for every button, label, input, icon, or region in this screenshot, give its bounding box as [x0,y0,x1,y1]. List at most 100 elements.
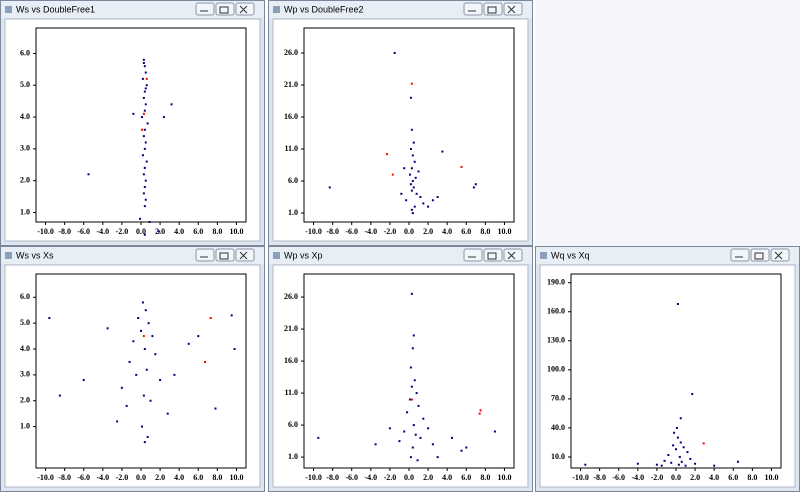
close-button[interactable] [235,2,255,16]
data-point [142,61,145,64]
close-button[interactable] [503,248,523,262]
y-tick-label: 26.0 [284,48,298,57]
data-point [411,446,414,449]
x-tick-label: -4.0 [364,473,377,482]
minimize-button-box[interactable] [463,2,483,16]
data-point [145,160,148,163]
data-point [328,186,331,189]
data-point [151,335,154,338]
x-tick-label: 6.0 [193,227,203,236]
minimize-button[interactable] [463,248,483,262]
y-tick-label: 2.0 [20,175,30,184]
x-tick-label: -4.0 [96,473,109,482]
data-point [436,456,439,459]
minimize-button[interactable] [195,248,215,262]
close-button-box[interactable] [235,2,255,16]
y-tick-label: 11.0 [284,144,298,153]
plot-panel [4,264,261,488]
data-point [143,109,146,112]
data-point [147,322,150,325]
data-point [422,202,425,205]
x-tick-label: 6.0 [461,473,471,482]
data-point [689,457,692,460]
data-point [408,173,411,176]
data-point [691,393,694,396]
data-point [144,103,147,106]
data-point [393,51,396,54]
x-tick-label: -8.0 [58,227,71,236]
data-point [144,141,147,144]
data-point [143,205,146,208]
plot-panel [4,18,261,242]
data-point [419,196,422,199]
data-point [411,180,414,183]
data-point [403,167,406,170]
data-point [143,128,146,131]
x-tick-label: -2.0 [651,473,664,482]
plot-panel [272,18,529,242]
x-tick-label: -6.0 [612,473,625,482]
data-point [140,116,143,119]
data-point [146,122,149,125]
data-point [667,454,670,457]
data-point [416,459,419,462]
x-tick-label: -8.0 [58,473,71,482]
y-tick-label: 1.0 [20,421,30,430]
data-point [143,233,146,236]
data-point [386,153,389,156]
minimize-button-box[interactable] [730,248,750,262]
data-point [139,217,142,220]
x-tick-label: 2.0 [423,227,433,236]
data-point [140,329,142,332]
minimize-button-box[interactable] [195,248,215,262]
close-button[interactable] [770,248,790,262]
data-point [409,456,412,459]
close-button-box[interactable] [235,248,255,262]
x-tick-label: 0.0 [404,227,414,236]
x-tick-label: -6.0 [345,227,358,236]
y-tick-label: 4.0 [20,112,30,121]
data-point [412,424,415,427]
x-tick-label: 6.0 [193,473,203,482]
x-tick-label: -4.0 [96,227,109,236]
data-point [441,150,444,153]
window-icon [5,6,12,13]
close-button-box[interactable] [503,2,523,16]
data-point [465,446,468,449]
data-point [230,314,233,317]
data-point [405,199,408,202]
data-point [472,186,475,189]
minimize-button[interactable] [730,248,750,262]
x-tick-label: -8.0 [593,473,606,482]
x-tick-label: -10.0 [37,473,54,482]
close-button-box[interactable] [503,248,523,262]
x-tick-label: -2.0 [384,227,397,236]
data-point [209,316,212,319]
data-point [406,411,409,414]
minimize-button-box[interactable] [195,2,215,16]
minimize-button[interactable] [463,2,483,16]
x-tick-label: 0.0 [136,473,146,482]
x-tick-label: -2.0 [384,473,397,482]
data-point [125,404,128,407]
y-tick-label: 1.0 [288,452,298,461]
close-button-box[interactable] [770,248,790,262]
y-tick-label: 6.0 [20,48,30,57]
minimize-button-box[interactable] [463,248,483,262]
y-tick-label: 2.0 [20,396,30,405]
data-point [149,399,152,402]
data-point [391,173,394,176]
data-point [478,412,481,415]
close-button[interactable] [503,2,523,16]
data-point [410,82,413,85]
data-point [660,464,663,467]
data-point [410,208,413,211]
data-point [142,394,145,397]
y-tick-label: 3.0 [20,144,30,153]
close-button[interactable] [235,248,255,262]
data-point [675,426,678,429]
data-point [197,335,200,338]
data-point [170,103,173,106]
plot-panel [539,264,796,488]
minimize-button[interactable] [195,2,215,16]
